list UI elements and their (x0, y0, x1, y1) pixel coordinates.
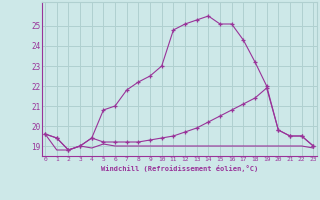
X-axis label: Windchill (Refroidissement éolien,°C): Windchill (Refroidissement éolien,°C) (100, 165, 258, 172)
